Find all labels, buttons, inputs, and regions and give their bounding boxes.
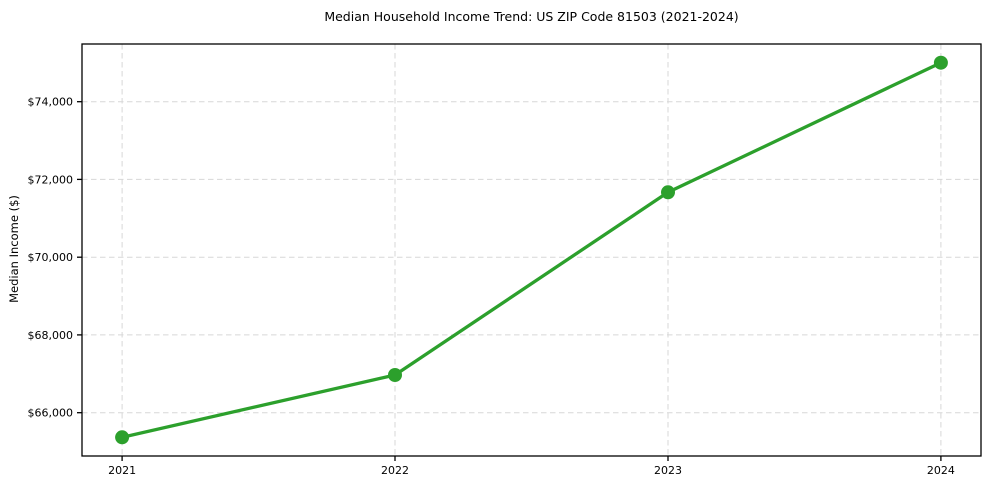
data-line <box>121 61 942 439</box>
chart-title: Median Household Income Trend: US ZIP Co… <box>324 9 739 24</box>
y-tick-label: $70,000 <box>28 251 74 264</box>
y-tick-label: $72,000 <box>28 173 74 186</box>
x-tick-label: 2021 <box>108 464 136 477</box>
plot-border <box>81 43 982 457</box>
x-tick-label: 2023 <box>654 464 682 477</box>
x-tick-label: 2022 <box>381 464 409 477</box>
data-point <box>115 430 130 445</box>
y-tick-label: $66,000 <box>28 407 74 420</box>
data-point <box>933 55 948 70</box>
y-tick-label: $74,000 <box>28 96 74 109</box>
data-point <box>388 368 402 382</box>
data-point <box>661 185 675 200</box>
x-tick-label: 2024 <box>927 464 955 477</box>
y-tick-label: $68,000 <box>28 329 74 342</box>
